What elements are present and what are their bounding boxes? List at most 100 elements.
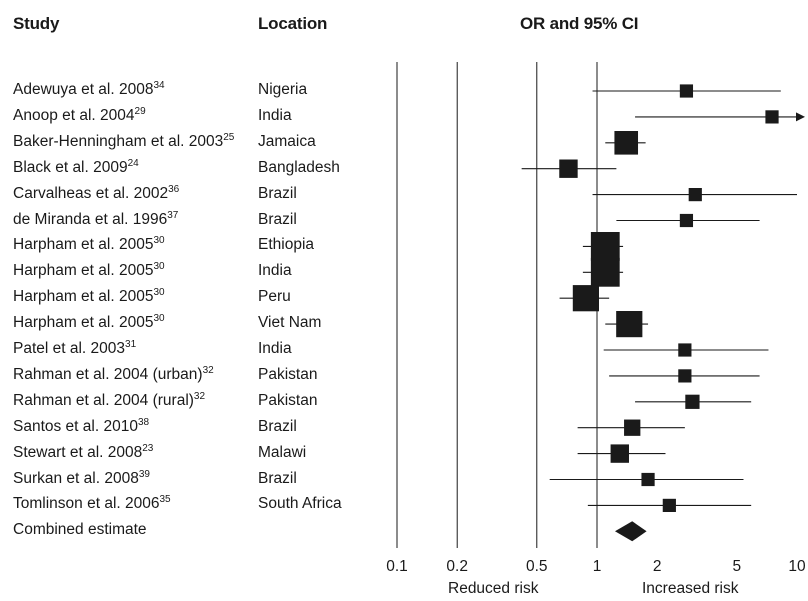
study-name: de Miranda et al. 1996	[13, 210, 168, 228]
study-label: de Miranda et al. 199637	[13, 209, 179, 228]
reference-number: 30	[153, 235, 165, 247]
reference-number: 32	[202, 364, 214, 376]
point-estimate	[616, 311, 643, 338]
study-name: Baker-Henningham et al. 2003	[13, 132, 224, 150]
study-label: Baker-Henningham et al. 200325	[13, 131, 235, 150]
point-estimate	[765, 110, 779, 124]
reduced-risk-label: Reduced risk	[448, 580, 539, 597]
reference-number: 29	[134, 105, 146, 117]
point-estimate	[679, 84, 694, 98]
reference-number: 39	[138, 468, 150, 480]
study-name: Anoop et al. 2004	[13, 106, 135, 124]
reference-number: 30	[153, 287, 165, 299]
study-location: Peru	[258, 288, 291, 306]
study-label: Carvalheas et al. 200236	[13, 183, 180, 202]
study-label: Harpham et al. 200530	[13, 235, 165, 254]
x-tick-label: 1	[593, 558, 602, 575]
study-name: Surkan et al. 2008	[13, 469, 139, 487]
point-estimate	[624, 419, 641, 436]
study-label: Harpham et al. 200530	[13, 313, 165, 332]
study-label: Rahman et al. 2004 (urban)32	[13, 364, 214, 383]
point-estimate	[559, 159, 578, 178]
x-tick-label: 0.5	[526, 558, 548, 575]
point-estimate	[685, 394, 700, 409]
point-estimate	[590, 232, 620, 261]
study-name: Santos et al. 2010	[13, 417, 138, 435]
study-location: Nigeria	[258, 81, 308, 98]
point-estimate	[610, 444, 629, 463]
study-label: Black et al. 200924	[13, 157, 139, 176]
study-location: India	[258, 340, 292, 357]
study-label: Adewuya et al. 200834	[13, 80, 165, 98]
reference-number: 25	[223, 131, 235, 143]
x-tick-label: 2	[653, 558, 662, 575]
study-label: Tomlinson et al. 200635	[13, 495, 171, 513]
point-estimate	[614, 131, 639, 155]
study-location: Pakistan	[258, 365, 318, 383]
study-label: Harpham et al. 200530	[13, 287, 165, 306]
study-location: India	[258, 106, 292, 124]
point-estimate	[678, 369, 692, 383]
combined-estimate-diamond	[614, 521, 647, 542]
study-label: Harpham et al. 200530	[13, 261, 165, 280]
reference-number: 30	[153, 261, 165, 273]
study-name: Stewart et al. 2008	[13, 443, 143, 461]
point-estimate	[679, 213, 694, 228]
study-label: Santos et al. 201038	[13, 416, 150, 435]
study-location: Ethiopia	[258, 236, 315, 254]
study-location: Pakistan	[258, 391, 318, 409]
x-tick-label: 5	[732, 558, 741, 575]
study-location: Bangladesh	[258, 158, 340, 176]
study-name: Harpham et al. 2005	[13, 262, 154, 280]
reference-number: 31	[125, 339, 137, 350]
study-location: Malawi	[258, 443, 307, 461]
reference-number: 34	[153, 80, 165, 91]
x-tick-label: 0.2	[446, 558, 468, 575]
study-location: Brazil	[258, 417, 297, 435]
point-estimate	[688, 188, 702, 202]
study-name: Harpham et al. 2005	[13, 314, 154, 332]
study-name: Rahman et al. 2004 (urban)	[13, 365, 203, 383]
location-column-header: Location	[258, 14, 328, 33]
study-location: Brazil	[258, 184, 297, 202]
ci-arrow	[796, 112, 805, 122]
reference-number: 23	[142, 442, 154, 454]
study-name: Black et al. 2009	[13, 158, 128, 176]
or-ci-column-header: OR and 95% CI	[520, 14, 639, 33]
reference-number: 37	[167, 209, 179, 221]
study-location: Viet Nam	[258, 314, 322, 332]
study-label: Stewart et al. 200823	[13, 442, 154, 461]
study-label: Rahman et al. 2004 (rural)32	[13, 390, 206, 409]
point-estimate	[678, 343, 692, 357]
study-location: Brazil	[258, 469, 297, 487]
point-estimate	[641, 472, 655, 487]
study-column-header: Study	[13, 14, 60, 33]
study-name: Adewuya et al. 2008	[13, 81, 154, 98]
point-estimate	[572, 285, 599, 312]
point-estimate	[590, 257, 620, 287]
study-name: Harpham et al. 2005	[13, 288, 154, 306]
study-location: South Africa	[258, 495, 342, 513]
x-tick-label: 0.1	[386, 558, 408, 575]
reference-number: 32	[193, 390, 206, 402]
reference-number: 36	[168, 183, 180, 195]
combined-estimate-label: Combined estimate	[13, 521, 147, 539]
x-tick-label: 10	[788, 558, 806, 575]
increased-risk-label: Increased risk	[642, 580, 739, 597]
study-location: Brazil	[258, 210, 297, 228]
study-name: Patel et al. 2003	[13, 340, 126, 357]
study-name: Rahman et al. 2004 (rural)	[13, 391, 194, 409]
reference-number: 30	[153, 313, 165, 325]
study-name: Tomlinson et al. 2006	[13, 495, 160, 513]
reference-number: 24	[127, 157, 139, 169]
study-label: Anoop et al. 200429	[13, 105, 146, 124]
study-name: Harpham et al. 2005	[13, 236, 154, 254]
study-name: Carvalheas et al. 2002	[13, 184, 169, 202]
study-location: Jamaica	[258, 132, 316, 150]
point-estimate	[662, 498, 676, 512]
study-label: Patel et al. 200331	[13, 339, 137, 357]
study-label: Surkan et al. 200839	[13, 468, 150, 487]
study-location: India	[258, 262, 292, 280]
reference-number: 38	[137, 416, 150, 428]
